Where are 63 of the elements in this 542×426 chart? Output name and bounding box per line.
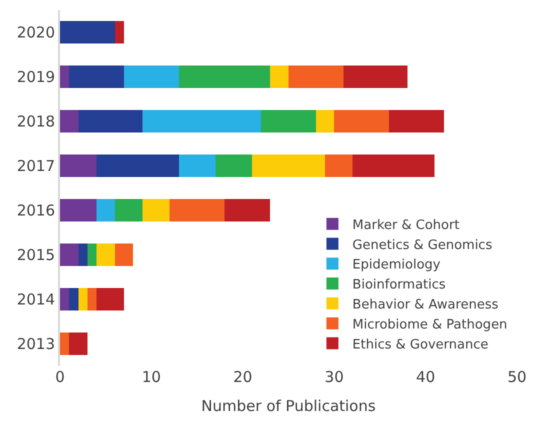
bar [78,244,88,266]
legend-label: Microbiome & Pathogen [352,317,508,332]
bar [69,332,88,355]
x-tick-label: 20 [233,368,252,386]
bar [87,244,97,266]
x-tick-label: 50 [507,368,527,386]
y-tick-label: 2016 [16,202,55,220]
bar [261,110,316,132]
bar [69,288,78,310]
x-axis-title: Number of Publications [201,397,376,415]
bar [60,66,70,88]
bar [270,66,288,88]
bar [178,154,216,177]
bar [114,244,134,266]
bar [288,66,344,88]
bar [78,288,88,310]
y-tick-label: 2017 [16,157,55,175]
y-tick-label: 2015 [16,246,55,264]
bar [60,199,97,222]
bar [60,244,78,266]
legend-label: Genetics & Genomics [352,238,492,253]
bar [215,154,252,177]
bar [60,21,115,44]
bar [87,288,97,310]
x-tick-label: 40 [416,368,436,386]
bar [60,332,70,355]
y-tick-label: 2020 [16,24,55,42]
bar [142,110,262,132]
bar [334,110,390,132]
legend-label: Bioinformatics [352,278,446,293]
bar [343,66,408,88]
bar [60,288,70,310]
legend-label: Ethics & Governance [352,337,488,352]
y-tick-label: 2019 [16,68,55,86]
bar [316,110,334,132]
bar [325,154,352,177]
bar [224,199,270,222]
x-tick-label: 30 [324,368,344,386]
bar [78,110,142,132]
bar [124,66,179,88]
y-tick-label: 2018 [16,112,55,130]
bar [389,110,444,132]
bar [96,244,115,266]
legend-label: Behavior & Awareness [352,298,499,312]
bar [69,66,124,88]
bar [114,21,124,44]
legend-label: Marker & Cohort [352,218,460,233]
bar [142,199,170,222]
x-tick-label: 10 [142,368,161,386]
bar [352,154,435,177]
bar [96,199,115,222]
bar [114,199,142,222]
x-tick-label: 0 [55,368,65,386]
bar [252,154,326,177]
y-tick-label: 2013 [16,335,55,353]
bar [170,199,225,222]
bar [60,154,97,177]
bar [60,110,78,132]
bar [178,66,270,88]
bar [96,288,124,310]
legend-label: Epidemiology [352,258,441,273]
y-tick-label: 2014 [16,290,55,308]
bar [96,154,179,177]
